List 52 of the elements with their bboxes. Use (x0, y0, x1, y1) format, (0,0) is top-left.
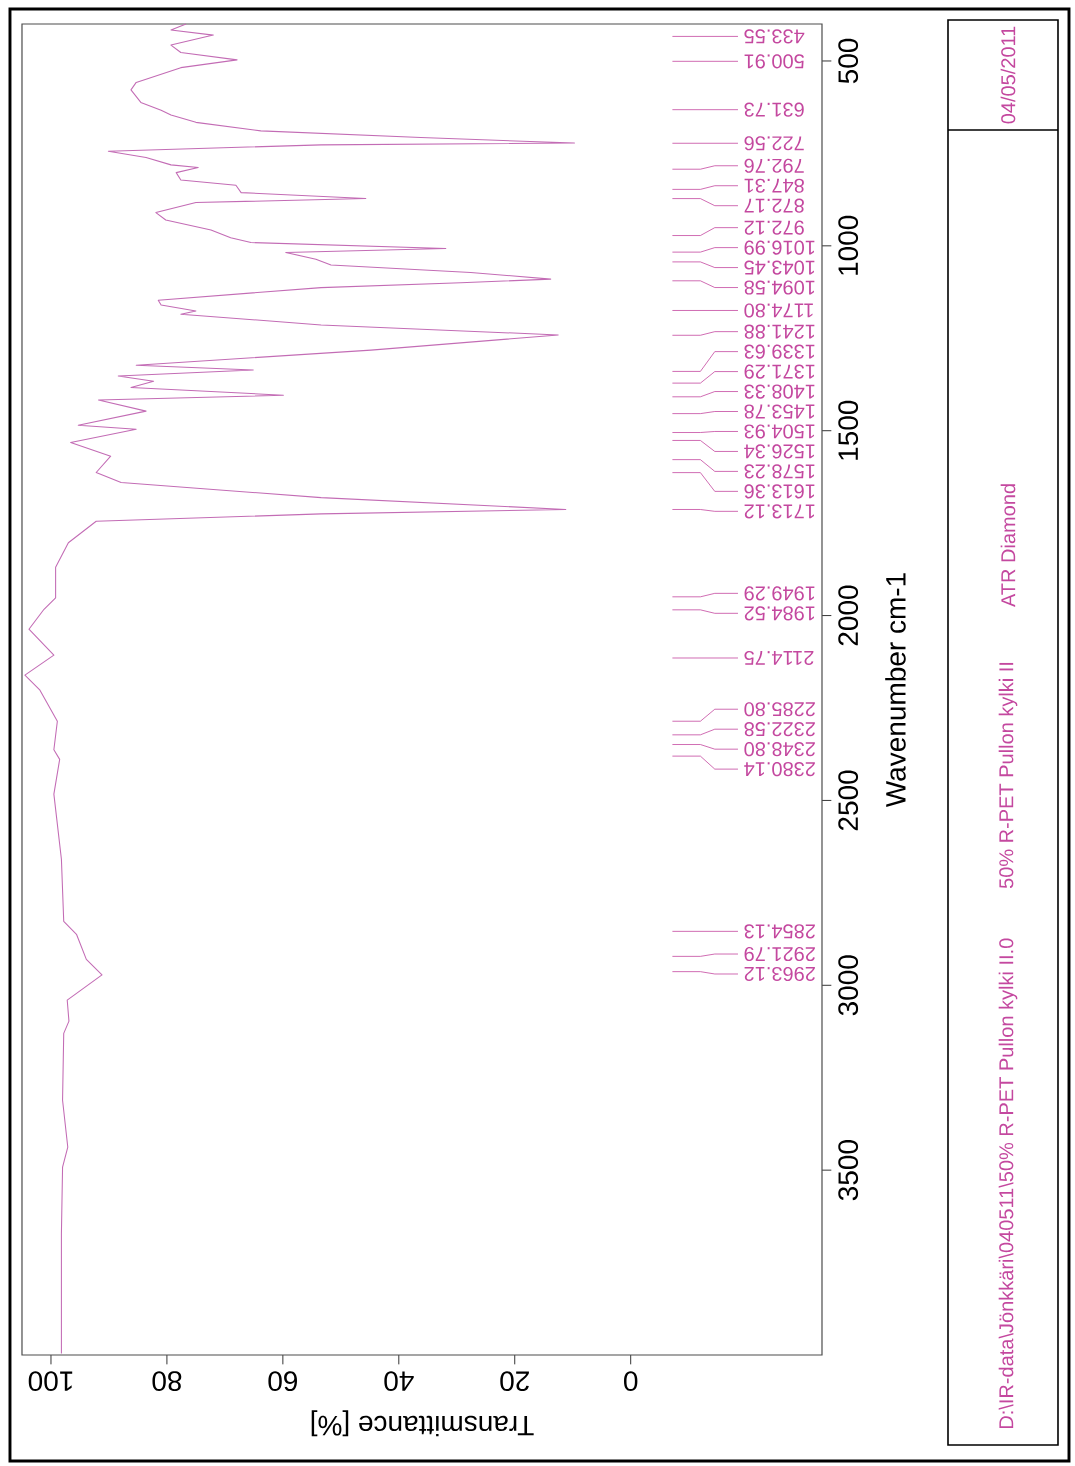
text: ATR Diamond (1000, 484, 1016, 607)
annotation: 2854.13 (744, 924, 815, 939)
annotation: 1713.12 (744, 504, 815, 519)
text: D:\IR-data\Jönkkäri\040511\50% R-PET Pullon kylki II.0 (998, 938, 1018, 1429)
annotation: 1371.29 (744, 364, 815, 379)
y-tick-label: 2000 (838, 585, 859, 646)
x-tick-label: 40 (384, 1371, 414, 1392)
annotation: 1408.33 (744, 384, 815, 399)
x-tick-label: 0 (624, 1371, 638, 1392)
annotation: 1613.36 (744, 484, 815, 499)
annotation: 1504.93 (744, 424, 815, 439)
annotation: 722.56 (744, 136, 804, 151)
annotation: 433.55 (744, 29, 805, 44)
annotation: 631.73 (744, 102, 804, 117)
annotation: 972.12 (744, 220, 804, 235)
annotation: 1094.58 (744, 280, 815, 295)
y-axis-title: Wavenumber cm-1 (885, 573, 906, 808)
y-tick-label: 2500 (838, 770, 859, 831)
annotation: 1578.23 (744, 464, 815, 479)
x-tick-label: 100 (28, 1371, 73, 1392)
line-series (24, 23, 575, 1355)
x-tick-label: 60 (268, 1371, 298, 1392)
y-tick-label: 500 (838, 38, 859, 84)
annotation: 2380.14 (744, 762, 815, 777)
text: 04/05/2011 (1000, 26, 1016, 124)
annotation: 1241.88 (744, 324, 815, 339)
annotation: 2963.12 (744, 966, 815, 982)
y-tick-label: 1000 (838, 215, 859, 275)
annotation: 1174.80 (744, 303, 813, 318)
annotation: 1016.99 (744, 240, 815, 255)
annotation: 2348.80 (744, 742, 815, 757)
annotation: 872.17 (744, 198, 804, 213)
annotation: 2921.79 (744, 946, 815, 962)
annotation: 1526.34 (744, 444, 815, 459)
annotation: 1339.63 (744, 344, 815, 359)
x-axis-title: Transmittance [%] (311, 1410, 534, 1437)
annotation: 847.31 (744, 178, 804, 193)
annotation: 2114.75 (744, 650, 814, 666)
annotation: 1453.78 (744, 404, 815, 419)
y-tick-label: 1500 (838, 400, 859, 460)
annotation: 1949.29 (744, 586, 815, 601)
annotation: 500.91 (744, 54, 804, 69)
annotation: 2285.80 (744, 702, 815, 717)
annotation: 1043.45 (744, 260, 815, 275)
x-tick-label: 20 (500, 1371, 529, 1392)
y-tick-label: 3000 (838, 955, 859, 1016)
x-tick-label: 80 (152, 1371, 182, 1392)
annotation: 792.76 (744, 158, 804, 173)
text: 50% R-PET Pullon kylki II (998, 662, 1018, 889)
annotation: 2322.58 (744, 722, 815, 737)
y-tick-label: 3500 (838, 1140, 859, 1201)
annotation: 1984.52 (744, 606, 815, 621)
